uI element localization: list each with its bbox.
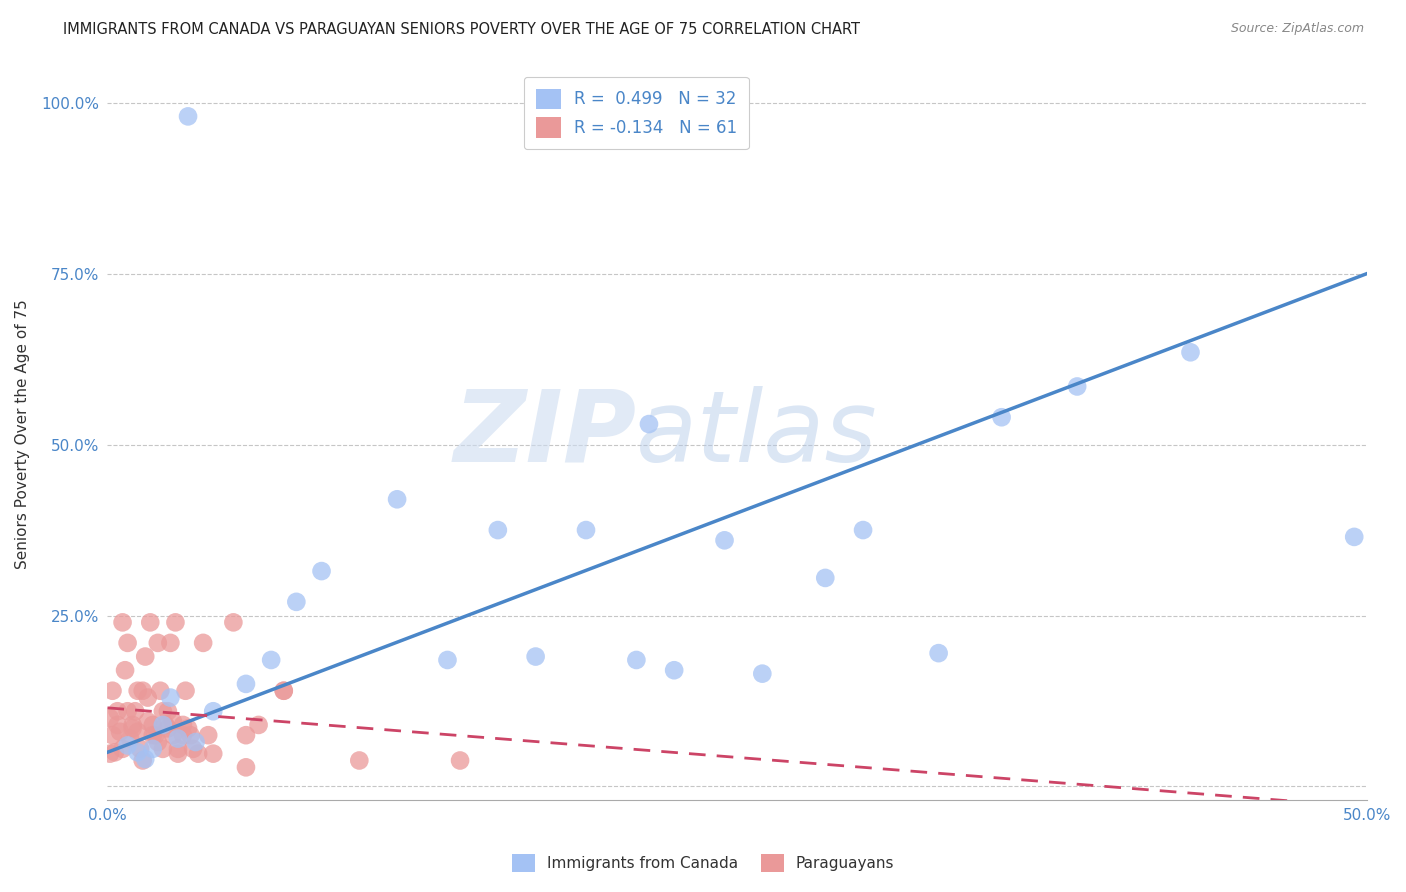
- Point: [197, 728, 219, 742]
- Point: [131, 754, 153, 768]
- Point: [180, 728, 202, 742]
- Point: [107, 704, 129, 718]
- Point: [139, 615, 162, 630]
- Point: [98, 711, 121, 725]
- Legend: R =  0.499   N = 32, R = -0.134   N = 61: R = 0.499 N = 32, R = -0.134 N = 61: [524, 77, 749, 149]
- Point: [285, 595, 308, 609]
- Point: [104, 745, 127, 759]
- Point: [177, 722, 200, 736]
- Point: [167, 742, 190, 756]
- Point: [273, 683, 295, 698]
- Point: [142, 742, 165, 756]
- Point: [751, 666, 773, 681]
- Point: [114, 663, 136, 677]
- Point: [117, 636, 139, 650]
- Point: [155, 718, 177, 732]
- Point: [1343, 530, 1365, 544]
- Point: [149, 683, 172, 698]
- Point: [235, 677, 257, 691]
- Point: [260, 653, 283, 667]
- Point: [117, 739, 139, 753]
- Point: [235, 728, 257, 742]
- Point: [184, 735, 207, 749]
- Point: [98, 747, 121, 761]
- Point: [486, 523, 509, 537]
- Point: [247, 718, 270, 732]
- Point: [202, 747, 225, 761]
- Point: [136, 714, 159, 729]
- Point: [235, 760, 257, 774]
- Point: [120, 731, 142, 746]
- Point: [134, 752, 156, 766]
- Point: [107, 718, 129, 732]
- Point: [181, 742, 204, 756]
- Point: [202, 704, 225, 718]
- Point: [187, 747, 209, 761]
- Point: [146, 735, 169, 749]
- Point: [662, 663, 685, 677]
- Point: [121, 718, 143, 732]
- Point: [191, 636, 214, 650]
- Point: [136, 690, 159, 705]
- Point: [575, 523, 598, 537]
- Point: [852, 523, 875, 537]
- Point: [152, 742, 174, 756]
- Point: [1066, 379, 1088, 393]
- Point: [990, 410, 1012, 425]
- Point: [626, 653, 648, 667]
- Point: [111, 742, 134, 756]
- Text: IMMIGRANTS FROM CANADA VS PARAGUAYAN SENIORS POVERTY OVER THE AGE OF 75 CORRELAT: IMMIGRANTS FROM CANADA VS PARAGUAYAN SEN…: [63, 22, 860, 37]
- Point: [172, 718, 194, 732]
- Point: [152, 704, 174, 718]
- Point: [127, 724, 149, 739]
- Point: [1180, 345, 1202, 359]
- Point: [638, 417, 661, 431]
- Point: [101, 683, 124, 698]
- Point: [127, 745, 149, 759]
- Point: [159, 690, 181, 705]
- Point: [108, 724, 131, 739]
- Point: [713, 533, 735, 548]
- Point: [146, 636, 169, 650]
- Text: atlas: atlas: [637, 386, 877, 483]
- Point: [524, 649, 547, 664]
- Point: [127, 683, 149, 698]
- Point: [436, 653, 458, 667]
- Point: [814, 571, 837, 585]
- Point: [385, 492, 408, 507]
- Point: [117, 704, 139, 718]
- Point: [152, 718, 174, 732]
- Point: [159, 636, 181, 650]
- Point: [222, 615, 245, 630]
- Point: [111, 615, 134, 630]
- Y-axis label: Seniors Poverty Over the Age of 75: Seniors Poverty Over the Age of 75: [15, 300, 30, 569]
- Point: [928, 646, 950, 660]
- Point: [156, 722, 179, 736]
- Point: [273, 683, 295, 698]
- Point: [167, 747, 190, 761]
- Point: [142, 728, 165, 742]
- Point: [162, 728, 184, 742]
- Point: [167, 731, 190, 746]
- Point: [172, 728, 194, 742]
- Point: [162, 714, 184, 729]
- Point: [129, 742, 152, 756]
- Point: [349, 754, 371, 768]
- Point: [177, 109, 200, 123]
- Point: [134, 649, 156, 664]
- Point: [156, 704, 179, 718]
- Point: [124, 704, 146, 718]
- Point: [165, 615, 187, 630]
- Point: [143, 728, 166, 742]
- Point: [121, 722, 143, 736]
- Legend: Immigrants from Canada, Paraguayans: Immigrants from Canada, Paraguayans: [503, 846, 903, 880]
- Point: [131, 683, 153, 698]
- Point: [449, 754, 471, 768]
- Text: Source: ZipAtlas.com: Source: ZipAtlas.com: [1230, 22, 1364, 36]
- Point: [142, 718, 165, 732]
- Point: [311, 564, 333, 578]
- Point: [101, 728, 124, 742]
- Text: ZIP: ZIP: [453, 386, 637, 483]
- Point: [174, 683, 197, 698]
